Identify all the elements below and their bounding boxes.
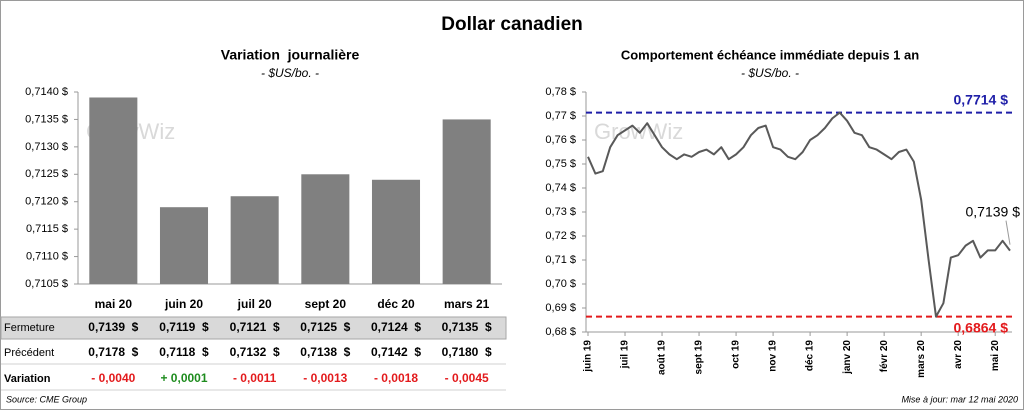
y-tick-label: 0,7130 $ [25, 141, 68, 153]
y-tick-label: 0,7115 $ [26, 223, 68, 235]
y-tick-label: 0,77 $ [545, 110, 576, 122]
x-tick-label: sept 20 [305, 297, 347, 311]
table-cell: 0,7135 $ [442, 320, 492, 334]
y-tick-label: 0,7135 $ [25, 113, 68, 125]
x-tick-label: mars 21 [444, 297, 490, 311]
row-label: Fermeture [4, 322, 55, 334]
table-cell: 0,7138 $ [300, 345, 350, 359]
bar [301, 174, 350, 284]
x-tick-label: déc 19 [805, 340, 816, 372]
x-tick-label: déc 20 [377, 297, 415, 311]
x-tick-label: oct 19 [731, 340, 742, 369]
y-tick-label: 0,74 $ [545, 182, 576, 194]
y-tick-label: 0,71 $ [545, 254, 576, 266]
x-tick-label: août 19 [657, 340, 668, 375]
chart-subtitle: - $US/bo. - [741, 66, 799, 80]
source: Source: CME Group [6, 394, 87, 404]
y-tick-label: 0,7140 $ [25, 86, 68, 98]
x-tick-label: juil 19 [620, 340, 631, 370]
row-bg [0, 316, 507, 340]
chart-subtitle: - $US/bo. - [261, 66, 319, 80]
table-cell: 0,7132 $ [230, 345, 280, 359]
price-line [587, 111, 1011, 318]
y-tick-label: 0,7120 $ [25, 196, 68, 208]
y-tick-label: 0,78 $ [545, 86, 576, 98]
table-cell: 0,7139 $ [88, 320, 138, 334]
y-tick-label: 0,69 $ [545, 302, 576, 314]
y-tick-label: 0,7105 $ [25, 278, 68, 290]
y-tick-label: 0,73 $ [545, 206, 576, 218]
x-tick-label: janv 20 [842, 340, 853, 375]
reference-label: 0,7714 $ [954, 91, 1009, 107]
x-tick-label: juil 20 [237, 297, 272, 311]
y-tick-label: 0,68 $ [545, 326, 576, 338]
annotation-leader [1005, 220, 1011, 245]
table-cell: 0,7125 $ [300, 320, 350, 334]
y-tick-label: 0,72 $ [545, 230, 576, 242]
chart-title: Variation journalière [221, 47, 360, 63]
table-cell: - 0,0018 [374, 371, 418, 385]
x-tick-label: févr 20 [879, 340, 890, 373]
row-label: Variation [4, 373, 51, 385]
page-title: Dollar canadien [441, 14, 583, 35]
table-cell: 0,7178 $ [88, 345, 138, 359]
x-tick-label: nov 19 [768, 340, 779, 372]
table-cell: 0,7124 $ [371, 320, 421, 334]
table-cell: - 0,0040 [91, 371, 135, 385]
bar [442, 119, 491, 284]
table-cell: - 0,0011 [233, 371, 277, 385]
table-cell: - 0,0013 [303, 371, 347, 385]
table-cell: 0,7121 $ [230, 320, 280, 334]
table-cell: + 0,0001 [160, 371, 207, 385]
bar [371, 179, 421, 284]
bar [89, 97, 138, 284]
y-tick-label: 0,7125 $ [25, 168, 68, 180]
y-tick-label: 0,76 $ [545, 134, 576, 146]
bar [159, 207, 209, 284]
bar [230, 196, 279, 284]
x-tick-label: juin 19 [583, 340, 594, 373]
table-cell: - 0,0045 [445, 371, 489, 385]
y-tick-label: 0,70 $ [545, 278, 576, 290]
chart-title: Comportement échéance immédiate depuis 1… [621, 47, 919, 62]
y-tick-label: 0,7110 $ [26, 250, 68, 262]
x-tick-label: juin 20 [164, 297, 203, 311]
x-tick-label: avr 20 [953, 340, 964, 369]
table-cell: 0,7118 $ [159, 345, 209, 359]
updated: Mise à jour: mar 12 mai 2020 [901, 394, 1018, 404]
y-tick-label: 0,75 $ [545, 158, 576, 170]
x-tick-label: mai 20 [95, 297, 133, 311]
row-label: Précédent [4, 347, 54, 359]
table-cell: 0,7142 $ [371, 345, 421, 359]
x-tick-label: mai 20 [990, 340, 1001, 372]
x-tick-label: sept 19 [694, 340, 705, 375]
table-cell: 0,7180 $ [442, 345, 492, 359]
annotation: 0,7139 $ [966, 203, 1021, 219]
x-tick-label: mars 20 [916, 340, 927, 378]
reference-label: 0,6864 $ [954, 319, 1009, 335]
table-cell: 0,7119 $ [159, 320, 209, 334]
